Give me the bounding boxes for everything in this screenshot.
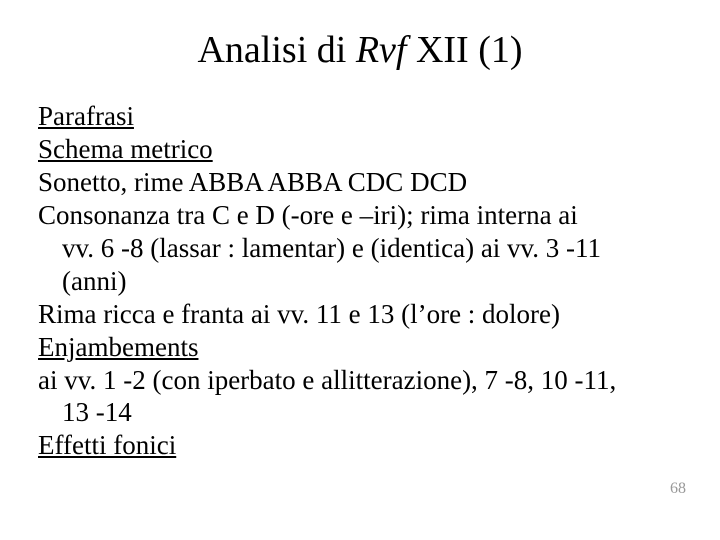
heading-parafrasi: Parafrasi [38,100,682,133]
line-enj-1: ai vv. 1 -2 (con iperbato e allitterazio… [38,364,682,397]
line-enj-2: 13 -14 [38,396,682,429]
line-consonanza-1: Consonanza tra C e D (-ore e –iri); rima… [38,199,682,232]
heading-effetti-fonici: Effetti fonici [38,429,682,462]
line-sonetto: Sonetto, rime ABBA ABBA CDC DCD [38,166,682,199]
slide-body: Parafrasi Schema metrico Sonetto, rime A… [0,100,720,462]
heading-schema-metrico: Schema metrico [38,133,682,166]
title-italic: Rvf [356,29,416,71]
title-prefix: Analisi di [197,29,355,71]
page-number: 68 [670,480,686,498]
slide-title: Analisi di Rvf XII (1) [0,0,720,100]
heading-enjambements: Enjambements [38,331,682,364]
line-rima-ricca: Rima ricca e franta ai vv. 11 e 13 (l’or… [38,298,682,331]
title-suffix: XII (1) [416,29,523,71]
line-consonanza-3: (anni) [38,265,682,298]
line-consonanza-2: vv. 6 -8 (lassar : lamentar) e (identica… [38,232,682,265]
slide: Analisi di Rvf XII (1) Parafrasi Schema … [0,0,720,540]
